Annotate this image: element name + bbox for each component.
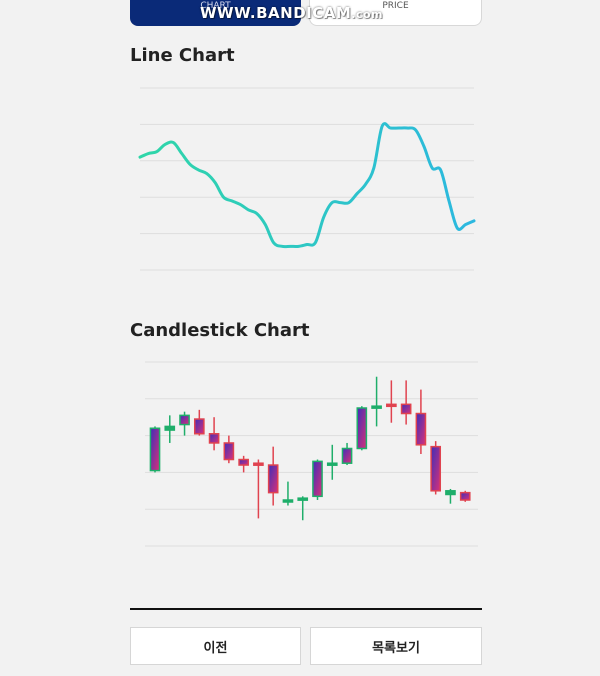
candle xyxy=(238,455,249,473)
candle xyxy=(297,496,309,521)
candle-body xyxy=(164,425,176,431)
candle xyxy=(430,441,442,495)
candle-body xyxy=(445,490,456,496)
candle-body xyxy=(371,405,382,409)
candle-body xyxy=(253,462,264,466)
candle xyxy=(326,444,338,480)
candle-body xyxy=(238,458,249,466)
candle xyxy=(149,426,161,473)
candle xyxy=(400,380,412,425)
candle-body xyxy=(149,427,161,472)
candle xyxy=(386,380,397,423)
candle xyxy=(208,417,220,451)
watermark-suffix: .com xyxy=(351,8,384,21)
tab-price[interactable]: PRICE xyxy=(309,0,482,26)
candlestick-chart-title: Candlestick Chart xyxy=(130,320,310,341)
chart-tabs: CHART PRICE xyxy=(130,0,482,26)
watermark-main: WWW.BANDICAM xyxy=(200,4,352,22)
candle xyxy=(282,481,294,506)
candle-body xyxy=(415,412,427,446)
candle-body xyxy=(208,433,220,444)
candle xyxy=(371,376,382,427)
candle xyxy=(223,435,235,464)
candle-body xyxy=(193,418,205,435)
candle-body xyxy=(179,414,190,426)
footer-divider xyxy=(130,608,482,610)
candle-body xyxy=(341,447,353,464)
candle-body xyxy=(312,460,323,498)
candle xyxy=(267,446,279,506)
line-series xyxy=(138,122,476,249)
tab-chart[interactable]: CHART xyxy=(130,0,301,26)
candle xyxy=(193,409,205,436)
candle xyxy=(459,490,471,502)
candle-body xyxy=(356,407,368,450)
candle-body xyxy=(400,403,412,415)
candle xyxy=(415,389,427,454)
list-view-button[interactable]: 목록보기 xyxy=(310,627,482,665)
candle xyxy=(356,406,368,451)
candle xyxy=(445,488,456,504)
candle xyxy=(164,415,176,443)
candle-body xyxy=(297,497,309,501)
candle-body xyxy=(223,442,235,461)
prev-button[interactable]: 이전 xyxy=(130,627,301,665)
candle xyxy=(179,411,190,436)
watermark: WWW.BANDICAM.com xyxy=(200,4,383,22)
candle-body xyxy=(386,403,397,408)
line-chart xyxy=(138,87,476,271)
candle xyxy=(312,459,323,500)
candle-body xyxy=(267,464,279,494)
candle-body xyxy=(326,462,338,466)
line-chart-title: Line Chart xyxy=(130,45,235,66)
candle-body xyxy=(430,445,442,492)
candlestick-chart xyxy=(145,361,478,547)
candle xyxy=(341,442,353,466)
candle-body xyxy=(459,491,471,501)
candle xyxy=(253,459,264,519)
candle-body xyxy=(282,499,294,503)
